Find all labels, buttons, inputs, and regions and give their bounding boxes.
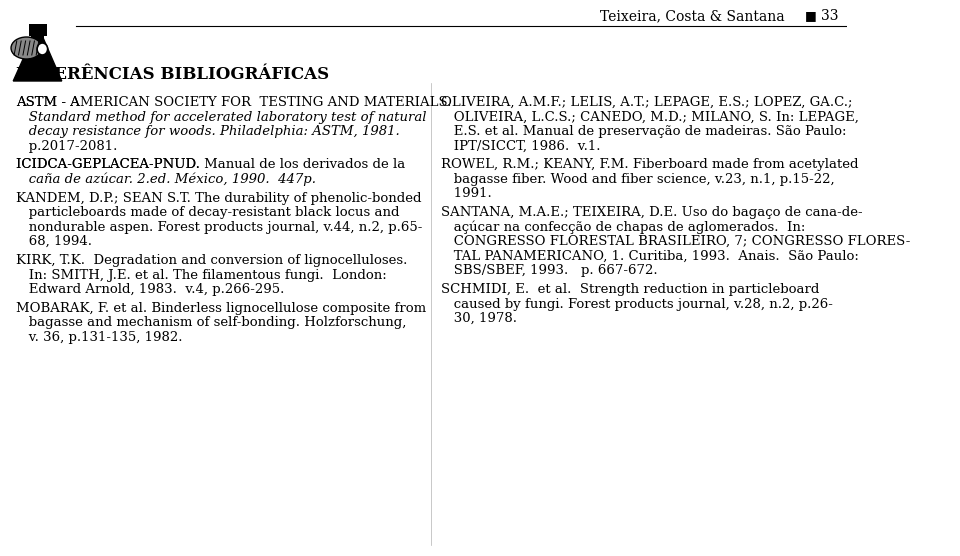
Text: REFERÊNCIAS BIBLIOGRÁFICAS: REFERÊNCIAS BIBLIOGRÁFICAS	[16, 66, 329, 83]
Text: KIRK, T.K.  Degradation and conversion of lignocelluloses.: KIRK, T.K. Degradation and conversion of…	[16, 254, 407, 267]
Text: ROWEL, R.M.; KEANY, F.M. Fiberboard made from acetylated: ROWEL, R.M.; KEANY, F.M. Fiberboard made…	[442, 158, 858, 171]
Text: ICIDCA-GEPLACEA-PNUD. Manual de los derivados de la: ICIDCA-GEPLACEA-PNUD. Manual de los deri…	[16, 158, 405, 171]
Text: p.2017-2081.: p.2017-2081.	[16, 140, 117, 152]
Text: açúcar na confecção de chapas de aglomerados.  In:: açúcar na confecção de chapas de aglomer…	[442, 221, 805, 234]
Text: 68, 1994.: 68, 1994.	[16, 235, 92, 248]
Text: nondurable aspen. Forest products journal, v.44, n.2, p.65-: nondurable aspen. Forest products journa…	[16, 221, 422, 234]
Text: CONGRESSO FLORESTAL BRASILEIRO, 7; CONGRESSO FLORES-: CONGRESSO FLORESTAL BRASILEIRO, 7; CONGR…	[442, 235, 911, 248]
Text: Edward Arnold, 1983.  v.4, p.266-295.: Edward Arnold, 1983. v.4, p.266-295.	[16, 283, 284, 296]
Text: 30, 1978.: 30, 1978.	[442, 312, 517, 325]
Text: SCHMIDI, E.  et al.  Strength reduction in particleboard: SCHMIDI, E. et al. Strength reduction in…	[442, 283, 820, 296]
Text: ASTM - A: ASTM - A	[16, 96, 80, 109]
Text: In: SMITH, J.E. et al. The filamentous fungi.  London:: In: SMITH, J.E. et al. The filamentous f…	[16, 269, 387, 281]
Ellipse shape	[37, 43, 48, 55]
Text: E.S. et al. Manual de preservação de madeiras. São Paulo:: E.S. et al. Manual de preservação de mad…	[442, 125, 847, 138]
Polygon shape	[13, 26, 61, 81]
Text: OLIVEIRA, A.M.F.; LELIS, A.T.; LEPAGE, E.S.; LOPEZ, GA.C.;: OLIVEIRA, A.M.F.; LELIS, A.T.; LEPAGE, E…	[442, 96, 852, 109]
Ellipse shape	[11, 37, 42, 59]
Text: particleboards made of decay-resistant black locus and: particleboards made of decay-resistant b…	[16, 206, 399, 219]
Text: SBS/SBEF, 1993.   p. 667-672.: SBS/SBEF, 1993. p. 667-672.	[442, 264, 658, 277]
Text: ■: ■	[804, 9, 817, 22]
Bar	[31, 36, 44, 81]
Text: ICIDCA-GEPLACEA-PNUD.: ICIDCA-GEPLACEA-PNUD.	[16, 158, 204, 171]
Text: caña de azúcar. 2.ed. México, 1990.  447p.: caña de azúcar. 2.ed. México, 1990. 447p…	[16, 173, 316, 186]
Text: 33: 33	[821, 9, 838, 23]
Text: ASTM - AMERICAN SOCIETY FOR  TESTING AND MATERIALS.: ASTM - AMERICAN SOCIETY FOR TESTING AND …	[16, 96, 451, 109]
Text: bagasse and mechanism of self-bonding. Holzforschung,: bagasse and mechanism of self-bonding. H…	[16, 316, 406, 329]
Text: KANDEM, D.P.; SEAN S.T. The durability of phenolic-bonded: KANDEM, D.P.; SEAN S.T. The durability o…	[16, 192, 421, 205]
Text: IPT/SICCT, 1986.  v.1.: IPT/SICCT, 1986. v.1.	[442, 140, 601, 152]
Bar	[29, 24, 47, 36]
Text: OLIVEIRA, L.C.S.; CANEDO, M.D.; MILANO, S. In: LEPAGE,: OLIVEIRA, L.C.S.; CANEDO, M.D.; MILANO, …	[442, 111, 859, 123]
Text: decay resistance for woods. Philadelphia: ASTM, 1981.: decay resistance for woods. Philadelphia…	[16, 125, 399, 138]
Text: bagasse fiber. Wood and fiber science, v.23, n.1, p.15-22,: bagasse fiber. Wood and fiber science, v…	[442, 173, 835, 186]
Text: 1991.: 1991.	[442, 187, 492, 200]
Text: MOBARAK, F. et al. Binderless lignocellulose composite from: MOBARAK, F. et al. Binderless lignocellu…	[16, 302, 426, 315]
Text: v. 36, p.131-135, 1982.: v. 36, p.131-135, 1982.	[16, 331, 182, 344]
Text: caused by fungi. Forest products journal, v.28, n.2, p.26-: caused by fungi. Forest products journal…	[442, 297, 833, 311]
Text: SANTANA, M.A.E.; TEIXEIRA, D.E. Uso do bagaço de cana-de-: SANTANA, M.A.E.; TEIXEIRA, D.E. Uso do b…	[442, 206, 863, 219]
Text: Teixeira, Costa & Santana: Teixeira, Costa & Santana	[600, 9, 784, 23]
Text: TAL PANAMERICANO, 1. Curitiba, 1993.  Anais.  São Paulo:: TAL PANAMERICANO, 1. Curitiba, 1993. Ana…	[442, 250, 859, 262]
Text: Standard method for accelerated laboratory test of natural: Standard method for accelerated laborato…	[16, 111, 426, 123]
